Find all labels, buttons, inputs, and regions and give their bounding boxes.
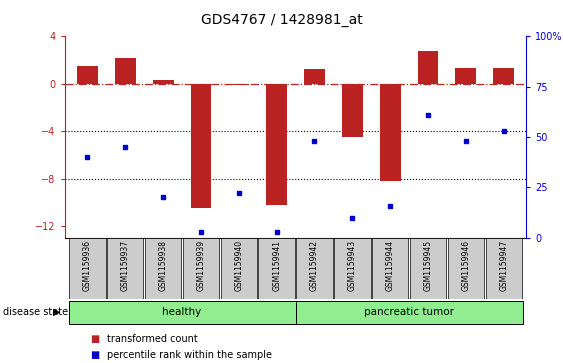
- Bar: [380, 84, 401, 181]
- Text: ■: ■: [90, 350, 99, 360]
- Text: GSM1159941: GSM1159941: [272, 240, 281, 291]
- Bar: [77, 66, 98, 84]
- Text: GSM1159938: GSM1159938: [159, 240, 168, 291]
- Text: healthy: healthy: [163, 307, 202, 317]
- Bar: [266, 84, 287, 205]
- Text: transformed count: transformed count: [107, 334, 198, 344]
- Text: GSM1159947: GSM1159947: [499, 240, 508, 291]
- Text: GSM1159942: GSM1159942: [310, 240, 319, 291]
- Bar: [190, 84, 211, 208]
- Bar: [448, 238, 484, 299]
- Text: GSM1159940: GSM1159940: [234, 240, 243, 291]
- Bar: [455, 68, 476, 84]
- Bar: [493, 68, 514, 84]
- Text: GSM1159936: GSM1159936: [83, 240, 92, 291]
- Bar: [296, 301, 522, 324]
- Bar: [342, 84, 363, 137]
- Bar: [153, 80, 173, 84]
- Text: GSM1159945: GSM1159945: [423, 240, 432, 291]
- Bar: [69, 301, 296, 324]
- Bar: [221, 238, 257, 299]
- Bar: [372, 238, 408, 299]
- Bar: [410, 238, 446, 299]
- Bar: [485, 238, 522, 299]
- Bar: [145, 238, 181, 299]
- Text: GSM1159937: GSM1159937: [121, 240, 130, 291]
- Bar: [334, 238, 370, 299]
- Bar: [69, 238, 106, 299]
- Bar: [304, 69, 325, 84]
- Bar: [183, 238, 219, 299]
- Text: GSM1159943: GSM1159943: [348, 240, 357, 291]
- Bar: [229, 84, 249, 85]
- Text: GSM1159939: GSM1159939: [196, 240, 205, 291]
- Text: GSM1159946: GSM1159946: [461, 240, 470, 291]
- Text: ▶: ▶: [53, 307, 61, 317]
- Bar: [296, 238, 333, 299]
- Text: GDS4767 / 1428981_at: GDS4767 / 1428981_at: [200, 13, 363, 27]
- Text: pancreatic tumor: pancreatic tumor: [364, 307, 454, 317]
- Text: GSM1159944: GSM1159944: [386, 240, 395, 291]
- Text: ■: ■: [90, 334, 99, 344]
- Text: disease state: disease state: [3, 307, 68, 317]
- Bar: [258, 238, 295, 299]
- Bar: [107, 238, 144, 299]
- Bar: [115, 58, 136, 84]
- Bar: [418, 50, 439, 84]
- Text: percentile rank within the sample: percentile rank within the sample: [107, 350, 272, 360]
